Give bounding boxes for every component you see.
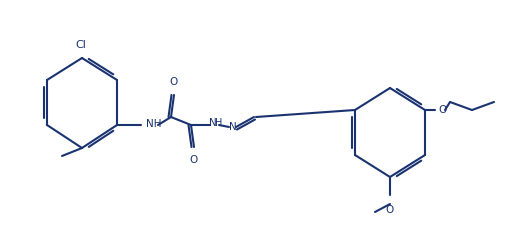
Text: O: O	[438, 105, 446, 115]
Text: N: N	[209, 118, 217, 128]
Text: O: O	[170, 77, 178, 87]
Text: N: N	[229, 122, 237, 132]
Text: O: O	[190, 155, 198, 165]
Text: O: O	[386, 205, 394, 215]
Text: Cl: Cl	[76, 40, 86, 50]
Text: H: H	[215, 118, 222, 128]
Text: NH: NH	[146, 119, 161, 129]
